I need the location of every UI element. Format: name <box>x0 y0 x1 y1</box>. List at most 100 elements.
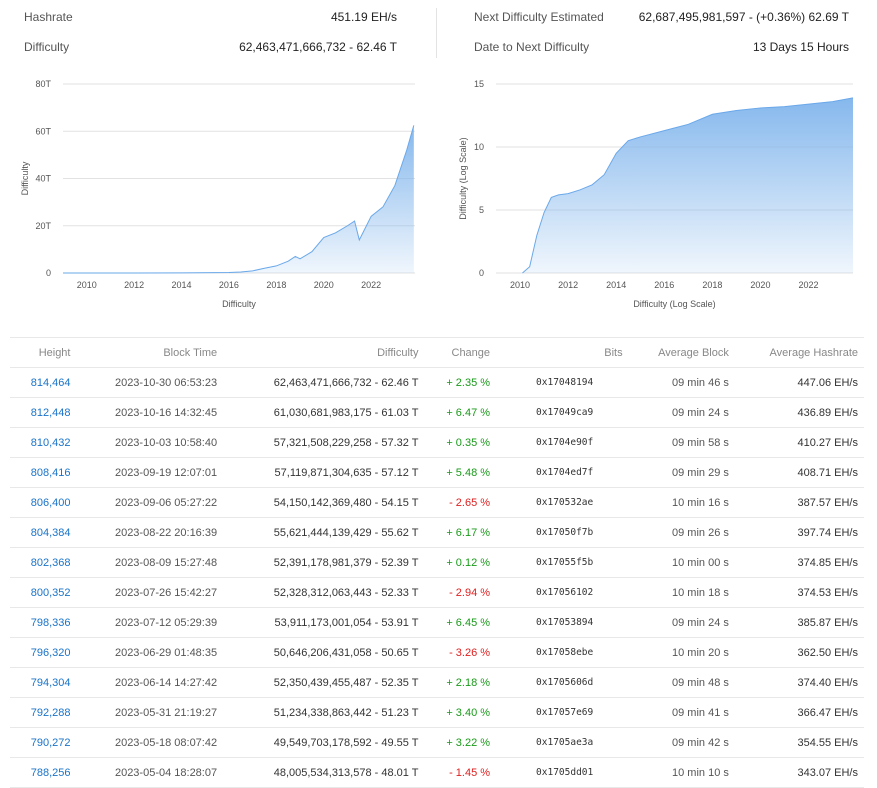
block-height-link[interactable]: 794,304 <box>30 676 71 689</box>
difficulty-cell: 50,646,206,431,058 - 50.65 T <box>223 637 425 668</box>
average-block-cell: 10 min 00 s <box>628 547 735 578</box>
height-cell[interactable]: 810,432 <box>10 427 77 458</box>
block-time-cell: 2023-10-16 14:32:45 <box>76 397 224 428</box>
average-hashrate-cell: 354.55 EH/s <box>734 727 864 758</box>
table-row: 810,432 2023-10-03 10:58:40 57,321,508,229… <box>10 427 864 458</box>
column-header[interactable]: Height <box>10 337 77 368</box>
height-cell[interactable]: 804,384 <box>10 517 77 548</box>
y-tick-label: 5 <box>479 205 484 215</box>
height-cell[interactable]: 796,320 <box>10 637 77 668</box>
height-cell[interactable]: 808,416 <box>10 457 77 488</box>
average-block-cell: 09 min 41 s <box>628 697 735 728</box>
difficulty-cell: 53,911,173,001,054 - 53.91 T <box>223 607 425 638</box>
block-time-cell: 2023-10-30 06:53:23 <box>76 367 224 398</box>
next-difficulty-value: 62,687,495,981,597 - (+0.36%) 62.69 T <box>638 10 849 24</box>
average-block-cell: 10 min 16 s <box>628 487 735 518</box>
column-header[interactable]: Average Hashrate <box>734 337 864 368</box>
next-difficulty-label: Next Difficulty Estimated <box>474 10 604 24</box>
block-time-cell: 2023-08-22 20:16:39 <box>76 517 224 548</box>
average-block-cell: 09 min 46 s <box>628 367 735 398</box>
block-height-link[interactable]: 788,256 <box>30 766 71 779</box>
height-cell[interactable]: 802,368 <box>10 547 77 578</box>
average-hashrate-cell: 374.53 EH/s <box>734 577 864 608</box>
block-height-link[interactable]: 806,400 <box>30 496 71 509</box>
area-series <box>63 125 414 273</box>
block-height-link[interactable]: 812,448 <box>30 406 71 419</box>
height-cell[interactable]: 788,256 <box>10 757 77 788</box>
block-height-link[interactable]: 800,352 <box>30 586 71 599</box>
block-height-link[interactable]: 790,272 <box>30 736 71 749</box>
bits-cell: 0x17048194 <box>496 367 629 398</box>
bits-cell: 0x17053894 <box>496 607 629 638</box>
table-row: 814,464 2023-10-30 06:53:23 62,463,471,666… <box>10 367 864 398</box>
table-row: 804,384 2023-08-22 20:16:39 55,621,444,139… <box>10 517 864 548</box>
date-next-label: Date to Next Difficulty <box>474 40 590 54</box>
table-row: 806,400 2023-09-06 05:27:22 54,150,142,369… <box>10 487 864 518</box>
column-header[interactable]: Change <box>424 337 497 368</box>
x-tick-label: 2016 <box>219 280 239 290</box>
height-cell[interactable]: 800,352 <box>10 577 77 608</box>
average-hashrate-cell: 410.27 EH/s <box>734 427 864 458</box>
height-cell[interactable]: 814,464 <box>10 367 77 398</box>
bits-cell: 0x17055f5b <box>496 547 629 578</box>
date-next-value: 13 Days 15 Hours <box>752 40 849 54</box>
change-cell: - 2.94 % <box>424 577 497 608</box>
table-row: 812,448 2023-10-16 14:32:45 61,030,681,983… <box>10 397 864 428</box>
difficulty-cell: 51,234,338,863,442 - 51.23 T <box>223 697 425 728</box>
hashrate-value: 451.19 EH/s <box>330 10 397 24</box>
block-height-link[interactable]: 796,320 <box>30 646 71 659</box>
average-hashrate-cell: 366.47 EH/s <box>734 697 864 728</box>
bits-cell: 0x17058ebe <box>496 637 629 668</box>
column-header[interactable]: Difficulty <box>223 337 425 368</box>
change-cell: - 3.26 % <box>424 637 497 668</box>
block-height-link[interactable]: 802,368 <box>30 556 71 569</box>
height-cell[interactable]: 794,304 <box>10 667 77 698</box>
bits-cell: 0x1704e90f <box>496 427 629 458</box>
divider <box>436 8 437 58</box>
block-height-link[interactable]: 804,384 <box>30 526 71 539</box>
average-hashrate-cell: 387.57 EH/s <box>734 487 864 518</box>
block-height-link[interactable]: 798,336 <box>30 616 71 629</box>
height-cell[interactable]: 806,400 <box>10 487 77 518</box>
series-line <box>63 125 415 274</box>
height-cell[interactable]: 812,448 <box>10 397 77 428</box>
block-height-link[interactable]: 792,288 <box>30 706 71 719</box>
block-time-cell: 2023-05-31 21:19:27 <box>76 697 224 728</box>
x-tick-label: 2012 <box>558 280 578 290</box>
average-hashrate-cell: 447.06 EH/s <box>734 367 864 398</box>
column-header[interactable]: Block Time <box>76 337 224 368</box>
x-tick-label: 2016 <box>654 280 674 290</box>
y-tick-label: 10 <box>474 142 484 152</box>
average-block-cell: 09 min 48 s <box>628 667 735 698</box>
y-axis-label: Difficulty (Log Scale) <box>458 137 468 219</box>
height-cell[interactable]: 792,288 <box>10 697 77 728</box>
block-height-link[interactable]: 814,464 <box>30 376 71 389</box>
difficulty-chart: 0 20T 40T 60T 80T 2010 2012 2014 2016 2018 2020 202… <box>20 79 415 309</box>
column-header[interactable]: Bits <box>496 337 629 368</box>
block-height-link[interactable]: 810,432 <box>30 436 71 449</box>
table-row: 802,368 2023-08-09 15:27:48 52,391,178,981… <box>10 547 864 578</box>
height-cell[interactable]: 790,272 <box>10 727 77 758</box>
bits-cell: 0x170532ae <box>496 487 629 518</box>
average-block-cell: 09 min 24 s <box>628 607 735 638</box>
x-tick-label: 2014 <box>172 280 192 290</box>
height-cell[interactable]: 798,336 <box>10 607 77 638</box>
block-time-cell: 2023-06-14 14:27:42 <box>76 667 224 698</box>
table-row: 808,416 2023-09-19 12:07:01 57,119,871,304… <box>10 457 864 488</box>
average-block-cell: 09 min 42 s <box>628 727 735 758</box>
difficulty-cell: 49,549,703,178,592 - 49.55 T <box>223 727 425 758</box>
bits-cell: 0x1705dd01 <box>496 757 629 788</box>
table-row: 788,256 2023-05-04 18:28:07 48,005,534,313… <box>10 757 864 788</box>
change-cell: + 0.12 % <box>424 547 497 578</box>
y-tick-label: 80T <box>35 79 51 89</box>
difficulty-table: Height Block Time Difficulty Change Bits Aver… <box>10 337 864 788</box>
y-tick-label: 0 <box>46 268 51 278</box>
change-cell: + 2.18 % <box>424 667 497 698</box>
column-header[interactable]: Average Block <box>628 337 735 368</box>
average-hashrate-cell: 343.07 EH/s <box>734 757 864 788</box>
change-cell: + 0.35 % <box>424 427 497 458</box>
x-tick-label: 2022 <box>361 280 381 290</box>
x-tick-label: 2022 <box>799 280 819 290</box>
block-height-link[interactable]: 808,416 <box>30 466 71 479</box>
difficulty-cell: 62,463,471,666,732 - 62.46 T <box>223 367 425 398</box>
